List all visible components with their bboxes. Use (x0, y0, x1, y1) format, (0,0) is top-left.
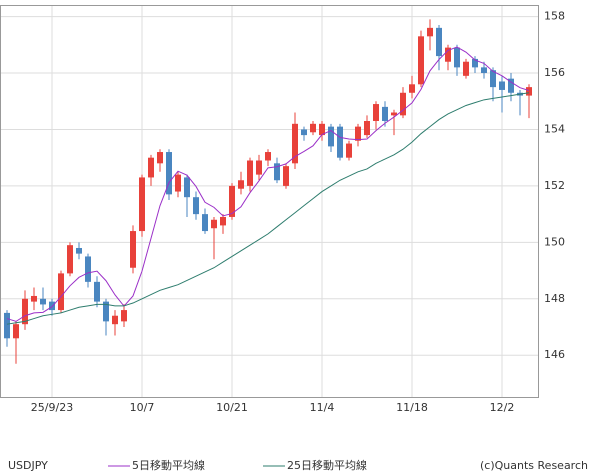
candle-body (436, 27, 442, 57)
candle-body (382, 106, 388, 121)
x-tick-label: 10/21 (216, 401, 248, 414)
candle-body (130, 231, 136, 268)
candle-body (472, 58, 478, 68)
candle-body (76, 247, 82, 254)
candle-body (454, 47, 460, 68)
candle-body (166, 152, 172, 195)
candle-body (355, 126, 361, 141)
candle-body (13, 324, 19, 339)
candle-body (445, 47, 451, 62)
candle-body (274, 163, 280, 181)
candle-body (265, 152, 271, 161)
candle-body (139, 177, 145, 232)
candle-body (67, 245, 73, 274)
candle-body (490, 70, 496, 88)
y-tick-label: 150 (544, 235, 565, 248)
candle-body (211, 219, 217, 229)
candle-body (373, 104, 379, 121)
candle-body (94, 281, 100, 302)
candle-body (49, 301, 55, 311)
candle-body (238, 180, 244, 189)
y-tick-label: 156 (544, 66, 565, 79)
plot-area (0, 5, 539, 398)
candle-body (193, 197, 199, 215)
candle-body (175, 174, 181, 192)
candle-body (4, 312, 10, 339)
candle-body (148, 157, 154, 178)
candle-body (58, 273, 64, 311)
candle-body (256, 160, 262, 175)
candle-body (418, 36, 424, 85)
candle-body (103, 301, 109, 322)
candle-body (220, 216, 226, 226)
candle-body (463, 61, 469, 76)
candle-body (310, 123, 316, 133)
candle-body (391, 112, 397, 116)
candle-body (229, 185, 235, 217)
legend-label: 5日移動平均線 (132, 458, 205, 472)
x-tick-label: 25/9/23 (31, 401, 73, 414)
candle-body (22, 298, 28, 325)
candle-body (292, 123, 298, 164)
candle-body (301, 129, 307, 136)
y-tick-label: 148 (544, 292, 565, 305)
candle-body (346, 143, 352, 158)
candle-body (400, 92, 406, 116)
y-tick-label: 154 (544, 122, 565, 135)
legend-label: 25日移動平均線 (287, 458, 367, 472)
y-tick-label: 158 (544, 10, 565, 23)
y-tick-label: 152 (544, 179, 565, 192)
candle-body (247, 160, 253, 186)
candle-body (499, 81, 505, 90)
candle-body (202, 214, 208, 232)
candle-body (283, 166, 289, 186)
candle-body (427, 27, 433, 37)
candle-body (40, 298, 46, 305)
x-tick-label: 10/7 (130, 401, 155, 414)
candle-body (508, 78, 514, 93)
candle-body (121, 310, 127, 322)
y-tick-label: 146 (544, 348, 565, 361)
candle-body (328, 126, 334, 147)
x-tick-label: 11/4 (310, 401, 335, 414)
ma-line (6, 92, 530, 325)
x-tick-label: 12/2 (490, 401, 515, 414)
candle-body (31, 295, 37, 302)
credit: (c)Quants Research (480, 459, 588, 472)
ma-line (6, 46, 530, 322)
candle-body (364, 120, 370, 136)
candle-body (481, 67, 487, 74)
candle-body (409, 84, 415, 93)
candle-body (112, 315, 118, 325)
candle-body (319, 123, 325, 136)
x-tick-label: 11/18 (396, 401, 428, 414)
symbol: USDJPY (8, 459, 48, 472)
candle-body (157, 152, 163, 164)
candle-body (184, 177, 190, 198)
candle-body (85, 256, 91, 282)
candle-body (337, 126, 343, 158)
candle-body (526, 87, 532, 96)
